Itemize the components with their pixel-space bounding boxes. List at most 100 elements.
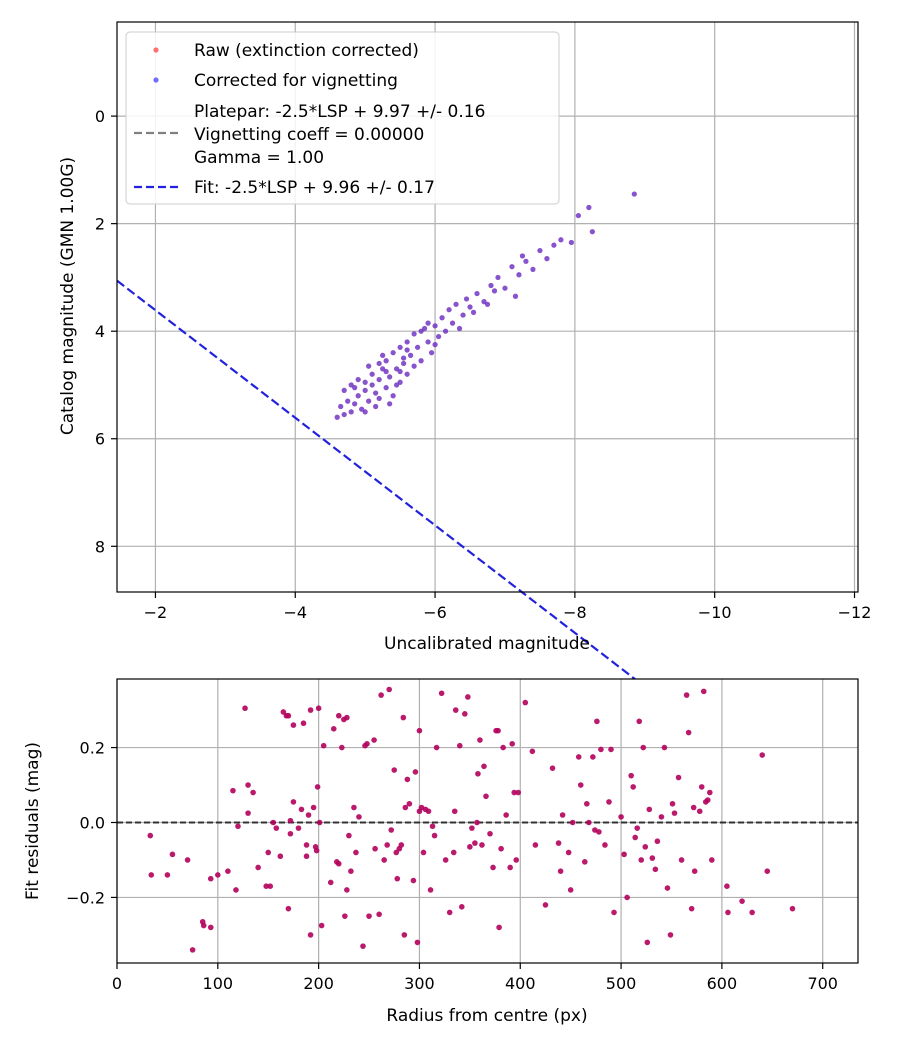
residual-point <box>427 887 434 893</box>
top-y-tick-label: 4 <box>95 322 105 341</box>
corrected-point <box>456 325 463 332</box>
top-x-tick-label: −4 <box>283 603 307 622</box>
residual-point <box>404 776 411 783</box>
fit-line <box>116 279 835 833</box>
residual-point <box>344 714 350 721</box>
bottom-y-tick-label: 0.0 <box>80 813 105 832</box>
residual-point <box>529 748 536 755</box>
bottom-yticks: −0.2 0.0 0.2 <box>66 739 117 907</box>
residual-point <box>433 744 440 751</box>
residual-point <box>450 849 457 856</box>
corrected-point <box>366 398 372 404</box>
residual-point <box>148 872 155 878</box>
residual-point <box>678 857 685 863</box>
top-x-tick-label: −8 <box>563 603 587 622</box>
bottom-points <box>147 686 796 953</box>
legend-fit-label: Fit: -2.5*LSP + 9.96 +/- 0.17 <box>194 178 435 198</box>
residual-point <box>400 714 407 721</box>
residual-point <box>184 857 191 863</box>
top-plot: −2 −4 −6 −8 −10 −12 0 2 4 6 8 Uncalibrated magnit… <box>58 21 871 833</box>
corrected-point <box>373 390 379 396</box>
legend: Raw (extinction corrected) Corrected for… <box>125 31 560 205</box>
corrected-point <box>376 395 382 402</box>
residual-point <box>688 905 695 912</box>
residual-point <box>316 819 323 826</box>
residual-point <box>356 814 362 820</box>
residual-point <box>496 924 502 931</box>
legend-platepar-line2: Vignetting coeff = 0.00000 <box>194 125 424 145</box>
residual-point <box>438 690 445 697</box>
residual-point <box>661 744 668 751</box>
residual-point <box>628 772 634 779</box>
corrected-point <box>352 385 358 391</box>
residual-point <box>265 849 272 856</box>
corrected-point <box>397 344 403 350</box>
top-y-tick-label: 0 <box>95 107 105 126</box>
corrected-point <box>376 376 382 383</box>
residual-point <box>300 720 307 727</box>
residual-point <box>789 905 796 912</box>
residual-point <box>764 868 771 875</box>
residual-point <box>351 804 357 811</box>
residual-point <box>490 864 496 871</box>
residual-point <box>250 789 256 796</box>
legend-corrected-marker <box>153 77 159 83</box>
bottom-plot-frame <box>116 678 859 964</box>
corrected-point <box>397 368 403 375</box>
corrected-point <box>373 403 379 410</box>
corrected-point <box>362 379 368 385</box>
bottom-x-tick-label: 600 <box>707 974 738 993</box>
residual-point <box>330 726 337 732</box>
bottom-x-tick-label: 400 <box>505 974 536 993</box>
residual-point <box>611 909 617 916</box>
residual-point <box>654 838 661 845</box>
corrected-point <box>425 320 431 326</box>
top-x-tick-label: −2 <box>144 603 168 622</box>
residual-point <box>658 814 665 820</box>
residual-point <box>277 853 284 860</box>
legend-box <box>125 31 560 205</box>
bottom-x-tick-label: 300 <box>404 974 435 993</box>
residual-point <box>263 883 270 889</box>
corrected-point <box>551 242 557 248</box>
residual-point <box>164 872 171 878</box>
residual-point <box>230 787 236 794</box>
residual-point <box>515 789 522 796</box>
residual-point <box>207 875 214 882</box>
corrected-point <box>467 304 473 310</box>
corrected-point <box>376 360 382 367</box>
residual-point <box>749 909 755 916</box>
residual-point <box>606 799 612 805</box>
corrected-point <box>362 409 368 415</box>
residual-point <box>233 887 239 893</box>
residual-point <box>386 686 393 693</box>
top-plot-frame <box>116 21 859 593</box>
residual-point <box>376 911 382 918</box>
corrected-point <box>366 363 372 369</box>
residual-point <box>242 705 248 712</box>
residual-point <box>511 789 518 796</box>
residual-point <box>621 851 627 858</box>
residual-point <box>147 832 154 839</box>
residual-point <box>429 823 436 830</box>
residual-point <box>200 922 207 929</box>
corrected-point <box>495 274 501 281</box>
residual-point <box>452 707 459 713</box>
bottom-plot-background <box>117 679 858 963</box>
corrected-point <box>435 333 442 340</box>
corrected-point <box>341 411 347 418</box>
corrected-point <box>355 393 361 399</box>
residual-point <box>393 849 400 856</box>
residual-point <box>559 812 566 818</box>
residual-point <box>759 752 766 758</box>
corrected-point <box>502 285 508 291</box>
residual-point <box>636 718 643 725</box>
residual-point <box>474 819 480 826</box>
corrected-point <box>394 382 400 388</box>
residual-point <box>360 943 366 949</box>
residual-point <box>644 939 651 946</box>
residual-point <box>189 947 196 953</box>
residual-point <box>709 857 715 863</box>
residual-point <box>462 711 468 717</box>
